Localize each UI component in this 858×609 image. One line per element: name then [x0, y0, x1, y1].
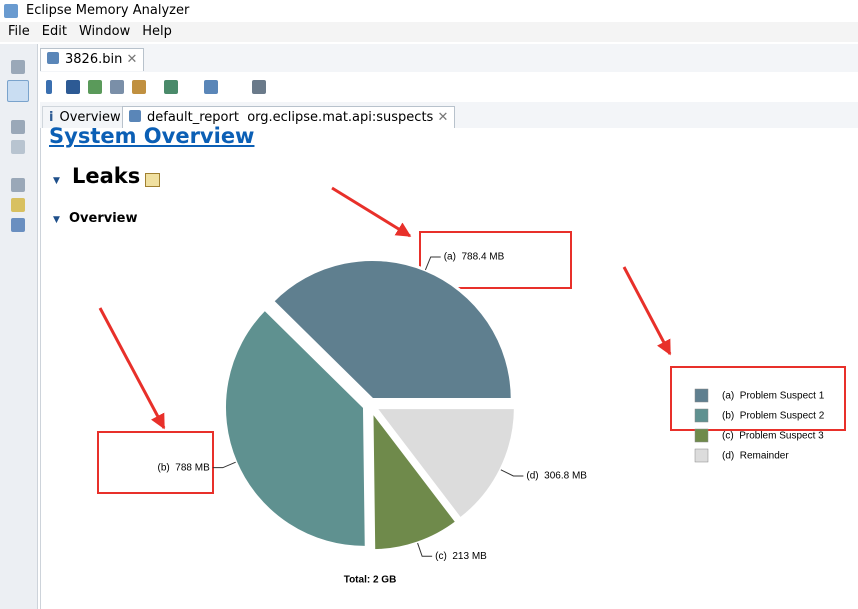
- tool-button[interactable]: [164, 80, 178, 94]
- legend-label: (b) Problem Suspect 2: [722, 411, 825, 422]
- title-bar: Eclipse Memory Analyzer: [0, 0, 858, 22]
- menu-item[interactable]: Edit: [41, 24, 67, 39]
- menu-item[interactable]: File: [8, 24, 30, 39]
- total-label: Total: 2 GB: [344, 575, 397, 586]
- tool-button[interactable]: [11, 60, 25, 74]
- editor-tab[interactable]: 3826.bin ✕: [40, 48, 145, 71]
- leader-line: [417, 542, 433, 557]
- leader-line: [212, 461, 236, 469]
- menu-item[interactable]: Help: [142, 24, 172, 39]
- subsection-title: Overview: [69, 211, 138, 226]
- tab-label: default_report org.eclipse.mat.api:suspe…: [147, 110, 434, 125]
- legend-label: (d) Remainder: [722, 451, 789, 462]
- pie-slice: [222, 306, 368, 549]
- report-heading[interactable]: System Overview: [49, 124, 255, 148]
- slice-label: (c) 213 MB: [435, 551, 487, 562]
- tool-button[interactable]: [11, 140, 25, 154]
- window-title: Eclipse Memory Analyzer: [26, 3, 190, 18]
- tool-button[interactable]: [252, 80, 266, 94]
- tool-button[interactable]: [66, 80, 80, 94]
- legend-label: (a) Problem Suspect 1: [722, 391, 825, 402]
- editor-toolbar: [40, 72, 858, 102]
- section-title: Leaks: [72, 164, 141, 188]
- legend-swatch: [694, 388, 709, 403]
- tool-button[interactable]: [11, 178, 25, 192]
- highlight-box: [670, 366, 846, 431]
- side-toolbar: [0, 44, 38, 609]
- annotations: [97, 186, 846, 494]
- leader-line: [424, 256, 441, 271]
- slice-label: (b) 788 MB: [158, 462, 211, 473]
- tool-button[interactable]: [204, 80, 218, 94]
- legend-swatch: [694, 428, 709, 443]
- legend-label: (c) Problem Suspect 3: [722, 431, 824, 442]
- tab-label: 3826.bin: [65, 52, 123, 67]
- legend-swatch: [694, 448, 709, 463]
- tool-button[interactable]: [88, 80, 102, 94]
- tool-button[interactable]: [110, 80, 124, 94]
- slice-label: (a) 788.4 MB: [444, 252, 505, 263]
- tool-button[interactable]: [46, 80, 52, 94]
- collapse-toggle[interactable]: ▼: [53, 215, 60, 225]
- legend-swatch: [694, 408, 709, 423]
- arrow: [331, 186, 412, 238]
- tool-button[interactable]: [132, 80, 146, 94]
- collapse-toggle[interactable]: ▼: [53, 176, 60, 186]
- menu-bar: File Edit Window Help: [0, 22, 858, 42]
- tool-button[interactable]: [11, 198, 25, 212]
- tool-button[interactable]: [11, 120, 25, 134]
- highlight-box: [97, 431, 214, 494]
- arrow: [98, 307, 166, 430]
- pie-slice: [370, 406, 459, 553]
- arrow: [622, 266, 672, 356]
- slice-label: (d) 306.8 MB: [526, 471, 587, 482]
- app-icon: [4, 4, 18, 18]
- menu-item[interactable]: Window: [78, 24, 131, 39]
- tool-button[interactable]: [11, 218, 25, 232]
- section-icon[interactable]: [145, 173, 160, 187]
- tab-label: Overview: [59, 110, 121, 125]
- sub-tab[interactable]: default_report org.eclipse.mat.api:suspe…: [122, 106, 456, 129]
- leader-line: [500, 469, 524, 477]
- highlight-box: [419, 231, 572, 289]
- tool-button[interactable]: [7, 80, 29, 102]
